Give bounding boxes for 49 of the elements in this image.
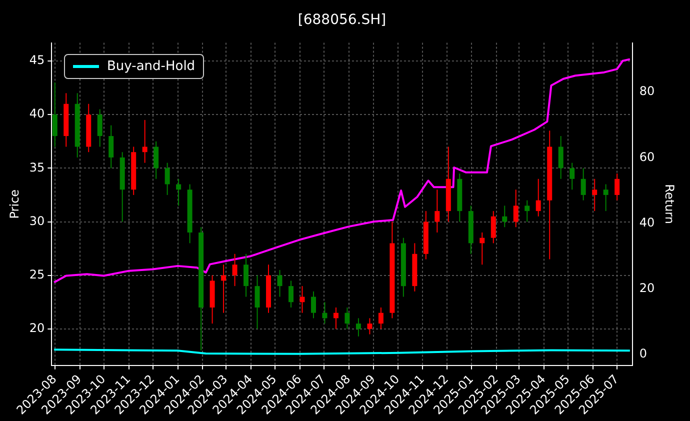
candlestick [333,306,338,330]
candlestick [434,189,440,233]
candlestick [277,269,282,298]
candlestick [490,210,496,244]
legend-label: Buy-and-Hold [107,59,196,74]
candlestick [480,232,485,266]
candlestick [344,306,350,330]
candlestick [176,178,182,206]
candlestick [52,82,58,148]
candlestick [142,119,148,164]
y-tick-label: 25 [29,267,45,282]
candlestick [513,189,518,228]
candlestick [378,306,384,330]
candlestick [244,253,249,298]
y2-tick-label: 20 [639,281,655,296]
candlestick [603,184,608,212]
candlestick [288,280,294,308]
candlestick [536,178,541,217]
y-tick-label: 20 [29,321,45,336]
candlestick [558,136,564,180]
candlestick [154,140,159,180]
candlestick [580,168,586,201]
candlestick [164,162,170,196]
candlestick [310,290,316,319]
y2-tick-label: 80 [639,84,655,98]
y-tick-label: 40 [29,106,45,121]
candlestick [221,264,226,314]
chart-title: [688056.SH] [298,12,386,28]
candlestick [570,162,575,190]
candlestick [232,253,238,287]
candlestick [367,318,372,335]
candlestick [614,173,620,201]
candlestick [97,108,102,148]
candlestick [356,318,361,337]
candlestick [502,205,508,228]
candlestick [592,178,598,212]
candlestick [108,124,114,169]
candlestick [524,200,530,222]
y2-axis-title: Return [662,184,677,224]
y-tick-label: 35 [29,160,45,174]
candlestick [322,302,328,324]
candlestick [254,274,260,330]
y2-tick-label: 60 [639,150,655,164]
y2-tick-label: 0 [639,346,647,361]
y2-tick-label: 40 [639,215,655,230]
y-tick-label: 45 [29,53,45,68]
y-axis-title: Price [7,189,22,219]
candlestick [300,286,305,314]
y-tick-label: 30 [29,214,45,228]
